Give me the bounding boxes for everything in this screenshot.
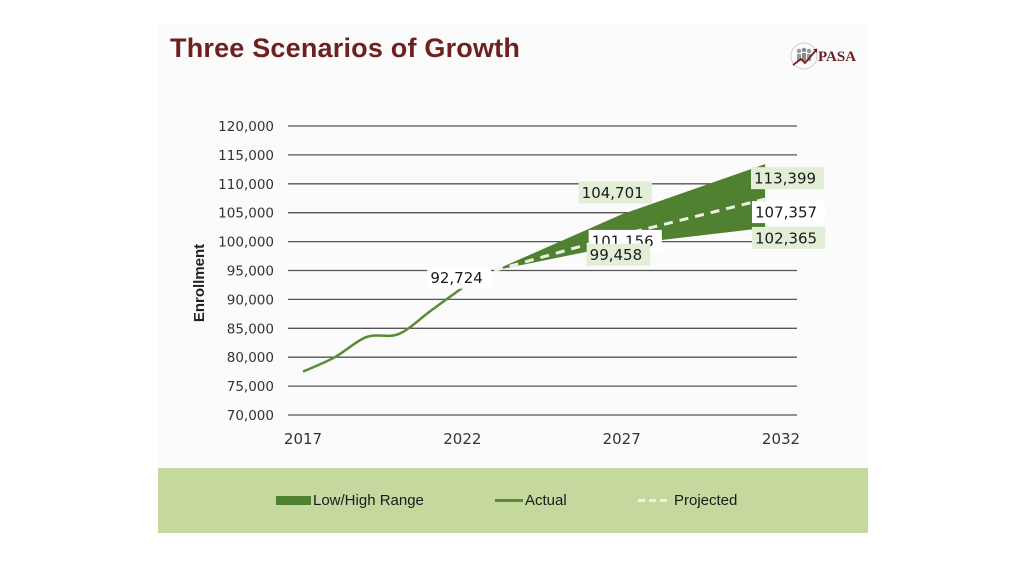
y-tick-label: 75,000 [227,379,274,395]
data-label: 104,701 [578,181,652,204]
y-tick-label: 120,000 [218,119,274,135]
x-tick-label: 2027 [603,430,641,448]
y-tick-label: 95,000 [227,264,274,280]
pasa-logo: PASA [790,39,860,73]
data-label-bg [586,243,651,266]
slide-title: Three Scenarios of Growth [170,33,521,63]
data-label: 99,458 [586,243,651,266]
y-tick-label: 90,000 [227,292,274,308]
legend-label-actual: Actual [525,492,567,509]
x-tick-label: 2017 [284,430,322,448]
y-tick-labels: 70,000 75,000 80,000 85,000 90,000 95,000 100,… [218,119,274,424]
range-band-area [494,164,766,271]
data-label-text: 92,724 [430,269,483,287]
legend: Low/High Range Actual Projected [158,468,868,533]
y-tick-label: 100,000 [218,235,274,251]
data-label-bg [752,201,826,224]
enrollment-chart: 70,000 75,000 80,000 85,000 90,000 95,000 100,… [191,119,826,448]
projected-dash-swatch-icon [638,499,668,502]
actual-line [302,286,464,373]
actual-line-swatch-icon [495,499,523,502]
data-label-text: 99,458 [590,246,643,264]
slide: Three Scenarios of Growth PASA 70,000 75,… [158,25,868,533]
x-tick-label: 2022 [443,430,481,448]
data-labels: 92,724104,701101,15699,458113,399107,357… [427,167,826,289]
y-tick-label: 70,000 [227,408,274,424]
legend-item-range: Low/High Range [276,492,424,509]
y-axis-label: Enrollment [191,244,208,322]
data-label-text: 102,365 [755,229,817,247]
data-label-bg [752,226,826,249]
data-label: 107,357 [752,201,826,224]
legend-label-range: Low/High Range [313,492,424,509]
legend-item-actual: Actual [495,492,567,509]
y-tick-label: 85,000 [227,321,274,337]
data-label: 102,365 [752,226,826,249]
x-tick-labels: 2017 2022 2027 2032 [284,430,800,448]
data-label: 113,399 [751,167,825,190]
data-label-bg [578,181,652,204]
y-tick-label: 115,000 [218,148,274,164]
data-label-bg [751,167,825,190]
y-tick-label: 110,000 [218,177,274,193]
data-label: 92,724 [427,266,491,289]
y-tick-label: 80,000 [227,350,274,366]
legend-item-projected: Projected [638,492,737,509]
data-label-bg [427,266,491,289]
logo-text: PASA [818,49,857,65]
data-label-text: 107,357 [755,204,817,222]
data-label-text: 113,399 [754,170,816,188]
range-swatch-icon [276,496,311,505]
data-label-text: 104,701 [582,184,644,202]
series-layer [302,164,766,373]
legend-label-projected: Projected [674,492,738,509]
people-growth-icon [790,42,818,70]
x-tick-label: 2032 [762,430,800,448]
y-tick-label: 105,000 [218,206,274,222]
gridlines [288,125,797,416]
